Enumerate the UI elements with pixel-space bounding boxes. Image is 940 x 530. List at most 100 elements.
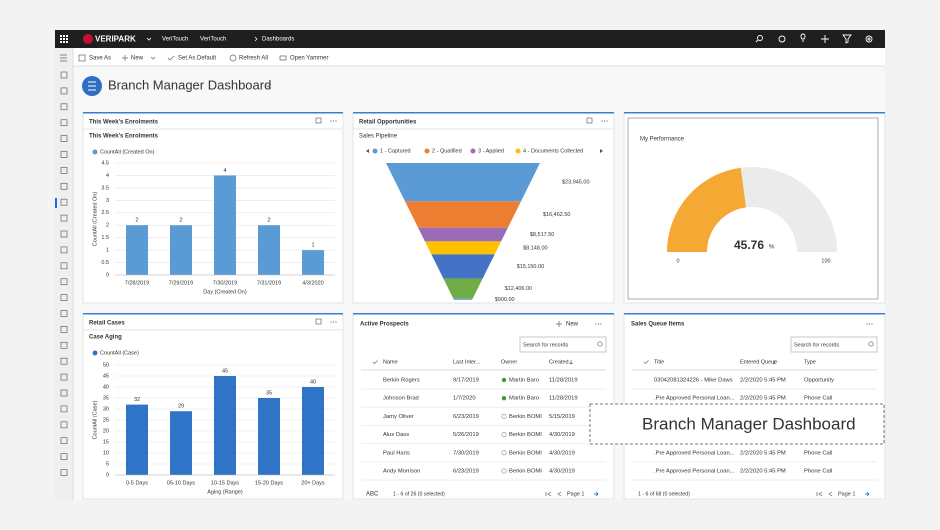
settings-icon[interactable] (865, 35, 873, 43)
nav-icon[interactable] (60, 310, 68, 317)
record-link[interactable]: Berkin Rogers (383, 378, 420, 384)
brand[interactable]: VERIPARK (95, 35, 136, 44)
sidebar (55, 48, 74, 500)
record-link[interactable]: Alux Dass (383, 432, 409, 438)
column-header[interactable]: Entered Queue (740, 359, 777, 365)
first-page[interactable] (816, 491, 823, 497)
prev-page[interactable] (828, 491, 833, 497)
more-icon[interactable] (866, 323, 868, 325)
nav-icon[interactable] (60, 103, 68, 111)
legend-prev[interactable] (366, 149, 369, 153)
legend-next[interactable] (600, 149, 603, 153)
search-icon[interactable] (757, 35, 763, 41)
expand-icon[interactable] (315, 117, 322, 124)
nav-icon[interactable] (60, 421, 68, 429)
expand-icon[interactable] (315, 318, 322, 325)
select-all[interactable] (372, 360, 378, 364)
more-icon[interactable] (335, 321, 337, 323)
more-icon[interactable] (606, 120, 608, 122)
nav-icon[interactable] (60, 230, 68, 238)
command[interactable]: Open Yammer (290, 56, 328, 62)
nav-icon[interactable] (60, 167, 68, 174)
nav-icon[interactable] (60, 341, 68, 349)
nav-icon[interactable] (60, 405, 68, 413)
nav-icon[interactable] (60, 437, 68, 445)
new-icon[interactable] (556, 321, 562, 327)
nav-icon[interactable] (60, 246, 68, 254)
record-link[interactable]: Jamy Oliver (383, 414, 414, 420)
idea-icon[interactable] (800, 33, 806, 42)
column-header[interactable]: Title (654, 359, 664, 365)
more-icon[interactable] (595, 323, 597, 325)
first-page[interactable] (545, 491, 552, 497)
nav-icon[interactable] (60, 453, 68, 460)
record-link[interactable]: .Pre Approved Personal Loan... (654, 396, 735, 402)
page-name[interactable]: Dashboards (262, 37, 294, 43)
app-name[interactable]: VeriTouch (162, 37, 188, 43)
more-icon[interactable] (335, 120, 337, 122)
search-box[interactable] (790, 336, 878, 353)
more-icon[interactable] (332, 321, 335, 323)
cell: Martin Baro (509, 396, 539, 402)
column-header[interactable]: Created... (549, 359, 574, 365)
more-icon[interactable] (597, 323, 600, 325)
data-label: $8,517.50 (530, 232, 554, 238)
command[interactable]: New (131, 56, 144, 62)
prev-page[interactable] (557, 491, 562, 497)
command[interactable]: Save As (89, 56, 111, 62)
more-icon[interactable] (601, 120, 603, 122)
nav-icon[interactable] (60, 198, 68, 206)
new-button[interactable]: New (566, 322, 579, 328)
y-tick-label: 30 (103, 406, 109, 412)
more-icon[interactable] (603, 120, 606, 122)
more-icon[interactable] (330, 120, 332, 122)
more-icon[interactable] (600, 323, 602, 325)
record-link[interactable]: .Pre Approved Personal Loan... (654, 469, 735, 475)
nav-icon[interactable] (60, 214, 68, 222)
next-page[interactable] (865, 491, 870, 497)
app-launcher[interactable] (60, 35, 68, 43)
new-icon[interactable] (821, 35, 829, 43)
record-link[interactable]: 03042081324226 - Mike Daws (654, 378, 733, 384)
area-name[interactable]: VeriTouch (200, 37, 226, 43)
nav-icon[interactable] (60, 182, 68, 190)
more-icon[interactable] (332, 120, 335, 122)
next-page[interactable] (594, 491, 599, 497)
jump-bar[interactable]: ABC (366, 492, 379, 498)
record-link[interactable]: Johnson Brad (383, 396, 419, 402)
nav-icon[interactable] (60, 262, 68, 270)
more-icon[interactable] (868, 323, 871, 325)
filter-icon[interactable] (842, 34, 852, 44)
nav-icon[interactable] (60, 469, 68, 476)
column-header[interactable]: Owner (501, 359, 517, 365)
nav-icon[interactable] (60, 357, 68, 365)
app-chevron[interactable] (146, 37, 152, 41)
nav-icon[interactable] (60, 326, 68, 333)
task-icon[interactable] (778, 35, 786, 43)
menu-icon[interactable] (60, 54, 67, 62)
record-link[interactable]: .Pre Approved Personal Loan... (654, 450, 735, 456)
select-all[interactable] (643, 360, 649, 364)
expand-icon[interactable] (586, 117, 593, 124)
column-header[interactable]: Type (804, 359, 816, 365)
nav-icon[interactable] (60, 373, 68, 381)
more-icon[interactable] (330, 321, 332, 323)
record-link[interactable]: Andy Morrison (383, 469, 420, 475)
command[interactable]: Set As Default (178, 56, 216, 62)
search-box[interactable] (519, 336, 607, 353)
column-header[interactable]: Name (383, 359, 398, 365)
nav-icon[interactable] (60, 389, 68, 397)
nav-icon[interactable] (60, 87, 68, 95)
more-icon[interactable] (871, 323, 873, 325)
nav-icon[interactable] (60, 294, 68, 301)
command[interactable]: Refresh All (239, 56, 268, 62)
column-header[interactable]: Last Inter... (453, 359, 481, 365)
new-chevron[interactable] (150, 56, 156, 60)
nav-icon[interactable] (60, 151, 68, 158)
nav-icon[interactable] (60, 119, 68, 127)
nav-icon[interactable] (60, 278, 68, 286)
nav-icon[interactable] (60, 135, 68, 142)
nav-icon[interactable] (60, 71, 68, 79)
title-chevron[interactable] (264, 83, 272, 88)
record-link[interactable]: Paul Haris (383, 450, 410, 456)
